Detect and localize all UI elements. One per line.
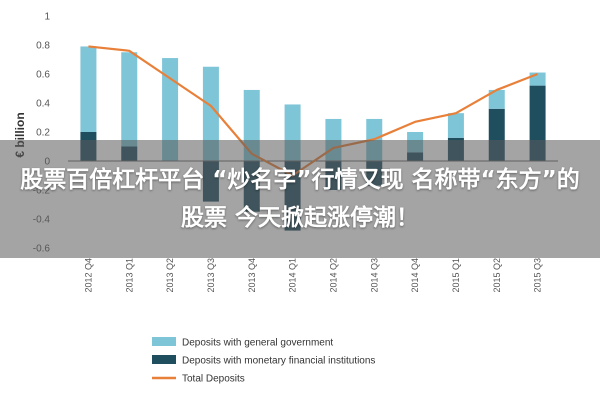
x-tick-label: 2013 Q2 bbox=[165, 258, 175, 293]
bar bbox=[121, 52, 138, 147]
x-tick-label: 2014 Q4 bbox=[410, 258, 420, 293]
headline-text: 股票百倍杠杆平台 “炒名字”行情又现 名称带“东方”的股票 今天掀起涨停潮！ bbox=[20, 167, 580, 231]
y-tick-label: 0.8 bbox=[36, 41, 50, 52]
headline-banner: 股票百倍杠杆平台 “炒名字”行情又现 名称带“东方”的股票 今天掀起涨停潮！ bbox=[0, 140, 600, 258]
x-axis: 2012 Q4 2013 Q1 2013 Q2 2013 Q3 2013 Q4 2014 … bbox=[83, 258, 542, 293]
x-tick-label: 2015 Q3 bbox=[533, 258, 543, 293]
x-tick-label: 2012 Q4 bbox=[83, 258, 93, 293]
bar bbox=[202, 66, 219, 161]
x-tick-label: 2015 Q2 bbox=[492, 258, 502, 293]
bar bbox=[80, 46, 97, 133]
y-tick-label: 0.6 bbox=[36, 70, 50, 81]
bar bbox=[162, 58, 179, 161]
x-tick-label: 2013 Q4 bbox=[247, 258, 257, 293]
legend: Deposits with general government Deposits… bbox=[152, 337, 375, 385]
x-tick-label: 2013 Q3 bbox=[206, 258, 216, 293]
x-tick-label: 2013 Q1 bbox=[124, 258, 134, 293]
x-tick-label: 2015 Q1 bbox=[451, 258, 461, 293]
y-tick-label: 0.4 bbox=[36, 99, 50, 110]
legend-entry: Total Deposits bbox=[182, 374, 245, 385]
legend-swatch bbox=[152, 355, 176, 364]
legend-entry: Deposits with general government bbox=[182, 338, 333, 349]
x-tick-label: 2014 Q2 bbox=[328, 258, 338, 293]
x-tick-label: 2014 Q3 bbox=[369, 258, 379, 293]
bar bbox=[447, 113, 464, 138]
legend-entry: Deposits with monetary financial institu… bbox=[182, 356, 375, 367]
legend-swatch bbox=[152, 337, 176, 346]
y-tick-label: 0.2 bbox=[36, 128, 50, 139]
bar bbox=[488, 89, 505, 109]
x-tick-label: 2014 Q1 bbox=[288, 258, 298, 293]
y-tick-label: 1 bbox=[44, 12, 50, 23]
